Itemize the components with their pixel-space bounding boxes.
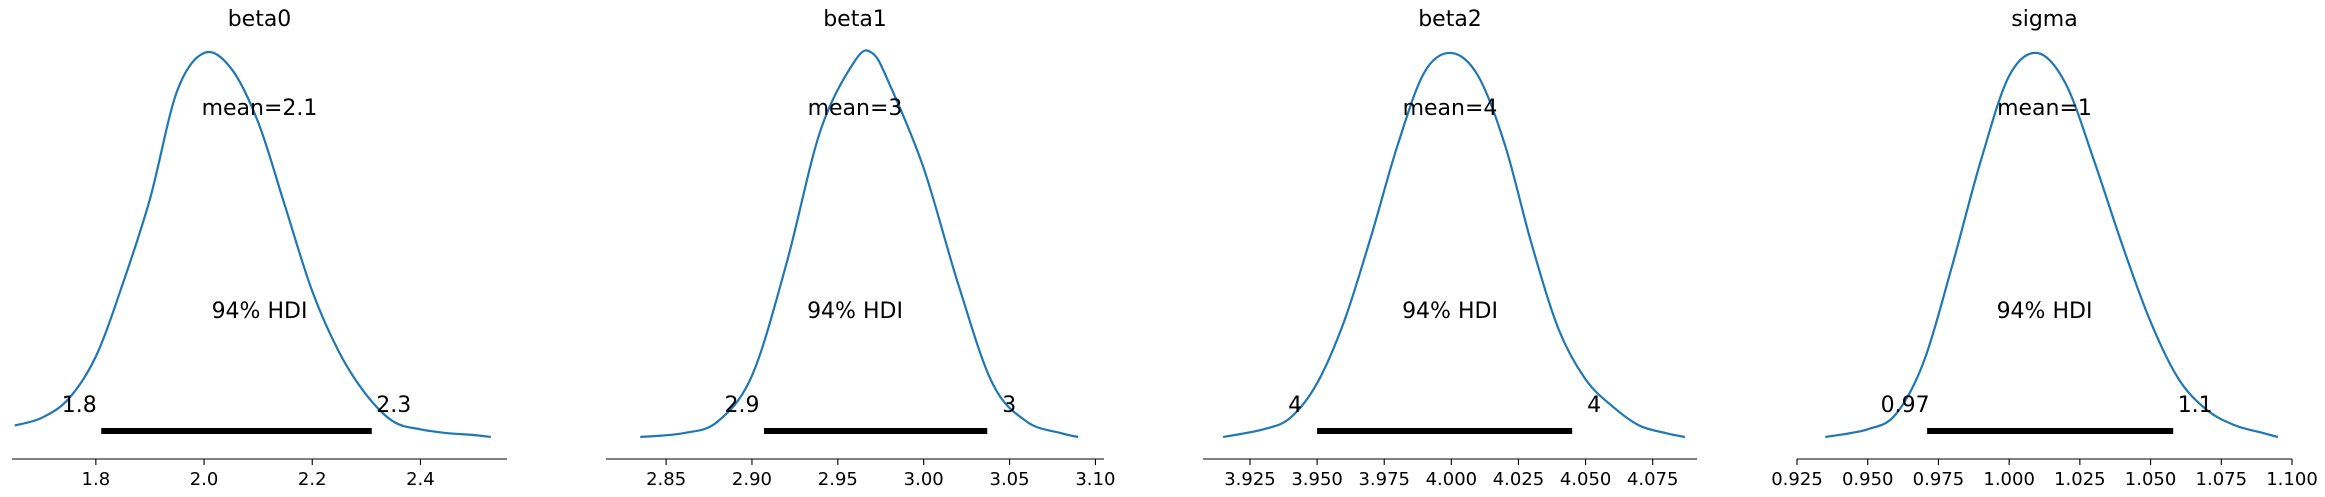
panel-title: beta2 xyxy=(1418,7,1482,32)
x-tick-label: 2.2 xyxy=(298,469,327,490)
hdi-upper-label: 3 xyxy=(1002,393,1016,418)
panel-sigma: sigma mean=1 94% HDI 0.97 1.1 0.925 0.950… xyxy=(1771,7,2318,490)
panel-title: sigma xyxy=(2011,7,2077,32)
x-tick-label: 1.025 xyxy=(2054,469,2106,490)
x-tick-label: 2.95 xyxy=(818,469,858,490)
x-tick-label: 4.000 xyxy=(1426,469,1478,490)
hdi-lower-label: 0.97 xyxy=(1881,393,1930,418)
panel-title: beta1 xyxy=(823,7,887,32)
x-tick-label: 2.4 xyxy=(406,469,435,490)
hdi-label: 94% HDI xyxy=(807,299,903,324)
x-tick-label: 2.90 xyxy=(732,469,772,490)
hdi-upper-label: 1.1 xyxy=(2178,393,2213,418)
x-tick-label: 0.950 xyxy=(1842,469,1894,490)
density-curve xyxy=(1825,51,2279,439)
panel-title: beta0 xyxy=(228,7,292,32)
x-tick-label: 3.925 xyxy=(1224,469,1276,490)
x-tick-label: 0.925 xyxy=(1771,469,1823,490)
x-tick-label: 1.000 xyxy=(1983,469,2035,490)
hdi-lower-label: 2.9 xyxy=(724,393,759,418)
mean-label: mean=3 xyxy=(808,96,903,121)
hdi-label: 94% HDI xyxy=(212,299,308,324)
panel-beta1: beta1 mean=3 94% HDI 2.9 3 2.85 2.90 2.95 3… xyxy=(606,7,1115,490)
hdi-label: 94% HDI xyxy=(1402,299,1498,324)
x-tick-label: 2.85 xyxy=(646,469,686,490)
x-tick-label: 3.00 xyxy=(904,469,944,490)
hdi-upper-label: 2.3 xyxy=(376,393,411,418)
mean-label: mean=4 xyxy=(1403,96,1498,121)
mean-label: mean=2.1 xyxy=(202,96,318,121)
x-axis-ticks: 1.8 2.0 2.2 2.4 xyxy=(82,459,435,490)
x-tick-label: 1.8 xyxy=(82,469,111,490)
panel-beta2: beta2 mean=4 94% HDI 4 4 3.925 3.950 3.975… xyxy=(1203,7,1697,490)
hdi-label: 94% HDI xyxy=(1997,299,2093,324)
hdi-lower-label: 4 xyxy=(1288,393,1302,418)
x-tick-label: 3.975 xyxy=(1358,469,1410,490)
density-curve xyxy=(14,50,491,439)
x-axis-ticks: 2.85 2.90 2.95 3.00 3.05 3.10 xyxy=(646,459,1115,490)
x-tick-label: 0.975 xyxy=(1913,469,1965,490)
x-axis-ticks: 3.925 3.950 3.975 4.000 4.025 4.050 4.075 xyxy=(1224,459,1678,490)
x-tick-label: 3.05 xyxy=(990,469,1030,490)
x-tick-label: 1.100 xyxy=(2266,469,2318,490)
hdi-lower-label: 1.8 xyxy=(62,393,97,418)
x-tick-label: 3.10 xyxy=(1075,469,1115,490)
mean-label: mean=1 xyxy=(1997,96,2092,121)
density-curve xyxy=(1222,51,1686,439)
x-tick-label: 4.025 xyxy=(1493,469,1545,490)
x-tick-label: 3.950 xyxy=(1291,469,1343,490)
x-tick-label: 4.050 xyxy=(1560,469,1612,490)
x-axis-ticks: 0.925 0.950 0.975 1.000 1.025 1.050 1.075 1.100 xyxy=(1771,459,2318,490)
hdi-upper-label: 4 xyxy=(1587,393,1601,418)
x-tick-label: 1.075 xyxy=(2196,469,2248,490)
x-tick-label: 4.075 xyxy=(1627,469,1679,490)
density-curve xyxy=(640,49,1079,439)
x-tick-label: 2.0 xyxy=(190,469,219,490)
panel-beta0: beta0 mean=2.1 94% HDI 1.8 2.3 1.8 2.0 2.2… xyxy=(12,7,507,490)
x-tick-label: 1.050 xyxy=(2125,469,2177,490)
